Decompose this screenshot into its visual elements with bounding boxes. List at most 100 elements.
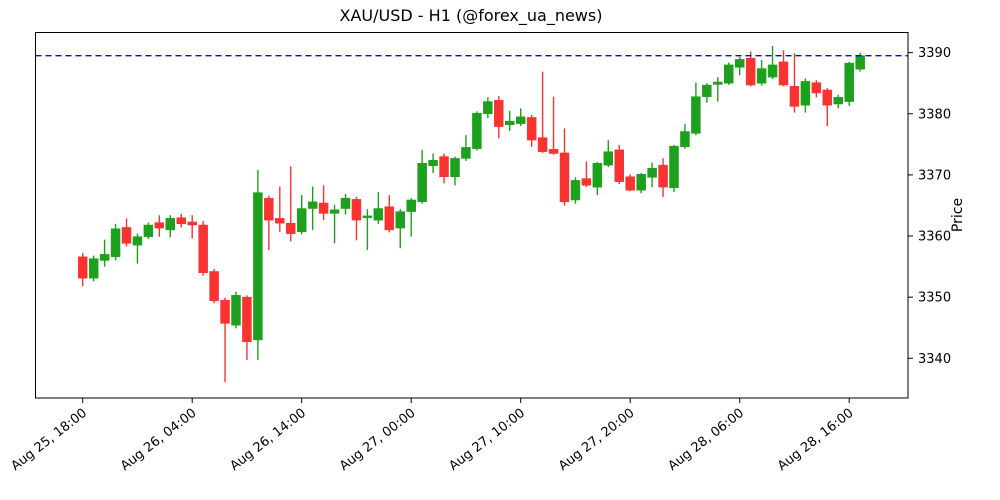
candle-body <box>275 218 285 224</box>
candle <box>505 110 515 131</box>
candle-body <box>636 174 646 191</box>
candle <box>658 158 668 197</box>
candle <box>165 215 176 238</box>
candle <box>286 166 296 242</box>
candle-body <box>187 221 197 226</box>
candle-body <box>395 211 405 229</box>
candle-body <box>844 62 854 102</box>
candle <box>713 77 723 102</box>
candle-body <box>811 82 822 94</box>
candle-body <box>680 131 690 148</box>
candle-body <box>242 296 252 343</box>
candle <box>603 140 614 167</box>
candle <box>494 96 504 139</box>
candle <box>515 108 526 127</box>
candle-body <box>176 217 186 225</box>
candle <box>318 185 329 221</box>
candle-body <box>581 178 592 186</box>
candle-body <box>603 151 614 166</box>
candle <box>483 97 493 119</box>
candle-body <box>362 215 373 218</box>
candle <box>242 295 252 361</box>
candle <box>734 56 745 76</box>
candle <box>439 153 449 184</box>
candle <box>472 111 482 151</box>
x-tick-label: Aug 28, 16:00 <box>775 406 857 474</box>
x-tick-label: Aug 26, 04:00 <box>118 406 200 474</box>
candle-body <box>307 201 318 209</box>
candle-body <box>515 116 526 124</box>
candle-body <box>132 236 143 246</box>
candle <box>362 209 373 251</box>
x-tick-label: Aug 27, 10:00 <box>446 406 528 474</box>
candle <box>450 156 460 186</box>
chart-title: XAU/USD - H1 (@forex_ua_news) <box>340 6 603 26</box>
candle <box>789 53 800 113</box>
x-tick-label: Aug 27, 20:00 <box>556 406 638 474</box>
candle-body <box>855 55 865 70</box>
candle-body <box>745 57 756 86</box>
candle-body <box>724 64 734 84</box>
candle <box>691 82 701 136</box>
candle-body <box>165 218 176 231</box>
candle <box>307 186 318 230</box>
candle <box>121 218 132 247</box>
candle-body <box>833 97 843 105</box>
candle <box>88 255 99 282</box>
candle-body <box>778 61 789 86</box>
plot-border <box>35 32 909 399</box>
candle <box>176 214 186 228</box>
candle-body <box>110 228 121 258</box>
candle-body <box>658 164 668 188</box>
candle <box>143 222 154 240</box>
candle-body <box>614 149 624 182</box>
candle-body <box>450 158 460 177</box>
candle-body <box>318 202 329 214</box>
candle-body <box>220 299 230 324</box>
candle <box>756 60 767 86</box>
y-tick-label: 3370 <box>918 168 951 183</box>
candle <box>680 124 690 149</box>
candle-body <box>526 117 537 141</box>
candle-body <box>209 271 219 302</box>
x-tick-label: Aug 25, 18:00 <box>8 406 90 474</box>
candle-body <box>800 81 811 106</box>
candle-body <box>822 89 833 106</box>
candle-body <box>570 180 581 201</box>
candle <box>406 198 416 237</box>
candle <box>647 162 657 188</box>
candle-body <box>296 208 307 233</box>
candle <box>822 88 833 127</box>
candle <box>351 196 362 241</box>
candle-body <box>373 208 384 221</box>
candle-body <box>548 148 559 154</box>
candle <box>636 173 646 194</box>
candle <box>811 80 822 98</box>
candle <box>724 62 734 86</box>
candle-body <box>713 81 723 85</box>
candle <box>132 233 143 264</box>
candle <box>559 128 570 206</box>
y-tick-label: 3380 <box>918 107 951 122</box>
candle <box>99 239 110 267</box>
candle <box>537 71 548 153</box>
candle <box>702 83 712 103</box>
candle-body <box>592 163 603 188</box>
candle-body <box>99 254 110 261</box>
candle-body <box>756 68 767 84</box>
candle-body <box>559 152 570 203</box>
candle <box>526 115 537 147</box>
candle-body <box>734 59 745 68</box>
candle-body <box>483 101 493 115</box>
candle-body <box>121 227 132 244</box>
x-axis-layer: Aug 25, 18:00 Aug 26, 04:00 Aug 26, 14:00 A… <box>8 398 857 474</box>
candle <box>461 135 471 161</box>
candle-body <box>767 64 778 78</box>
candle <box>340 193 351 215</box>
candle <box>231 291 241 329</box>
candle <box>253 170 263 361</box>
candle <box>198 220 208 276</box>
y-tick-label: 3360 <box>918 230 951 245</box>
candle <box>373 192 384 224</box>
